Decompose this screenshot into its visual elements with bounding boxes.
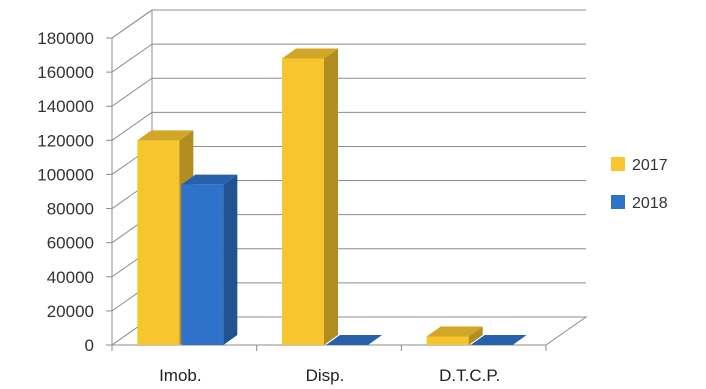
bar-2018-Imob. [181, 174, 238, 345]
gridline-side [111, 111, 153, 141]
legend-swatch [611, 195, 625, 209]
bar-top [181, 174, 238, 185]
y-tick-label: 0 [85, 336, 94, 355]
x-axis-labels: Imob. Disp. D.T.C.P. [159, 366, 500, 385]
gridline-side [111, 9, 153, 39]
gridline-side [111, 77, 153, 107]
y-tick-label: 60000 [47, 234, 94, 253]
legend-item: 2018 [611, 195, 668, 212]
x-tick-label: Imob. [159, 366, 202, 385]
y-tick-label: 160000 [37, 63, 94, 82]
bar-top [137, 130, 194, 141]
y-tick-label: 140000 [37, 97, 94, 116]
y-tick-label: 100000 [37, 165, 94, 184]
x-tick-label: D.T.C.P. [439, 366, 500, 385]
legend-label: 2017 [632, 157, 668, 174]
bars [137, 48, 527, 345]
bar-front [137, 140, 180, 345]
bar-front [181, 184, 224, 345]
bar-front [282, 58, 324, 345]
y-tick-label: 20000 [47, 302, 94, 321]
bar-2017-Disp. [282, 48, 338, 345]
x-tick-label: Disp. [306, 366, 345, 385]
bar-top [426, 326, 483, 337]
legend-swatch [611, 157, 625, 171]
gridline-side [111, 43, 153, 73]
y-tick-label: 120000 [37, 131, 94, 150]
y-axis-ticks: 0 20000 40000 60000 80000 100000 120000 140000 1… [37, 29, 112, 355]
bar-top [326, 335, 382, 345]
legend: 2017 2018 [611, 157, 668, 212]
bar-2018-D.T.C.P. [470, 335, 527, 345]
bar-top [282, 48, 338, 59]
y-tick-label: 80000 [47, 200, 94, 219]
bar-side [223, 174, 238, 345]
bar-2018-Disp. [326, 335, 382, 345]
y-tick-label: 180000 [37, 29, 94, 48]
bar-side [324, 48, 338, 345]
legend-item: 2017 [611, 157, 668, 174]
bar-side [468, 326, 483, 345]
bar-top [470, 335, 527, 345]
bar-front [426, 336, 469, 345]
legend-label: 2018 [632, 195, 668, 212]
y-tick-label: 40000 [47, 268, 94, 287]
bar-2017-D.T.C.P. [426, 326, 483, 345]
